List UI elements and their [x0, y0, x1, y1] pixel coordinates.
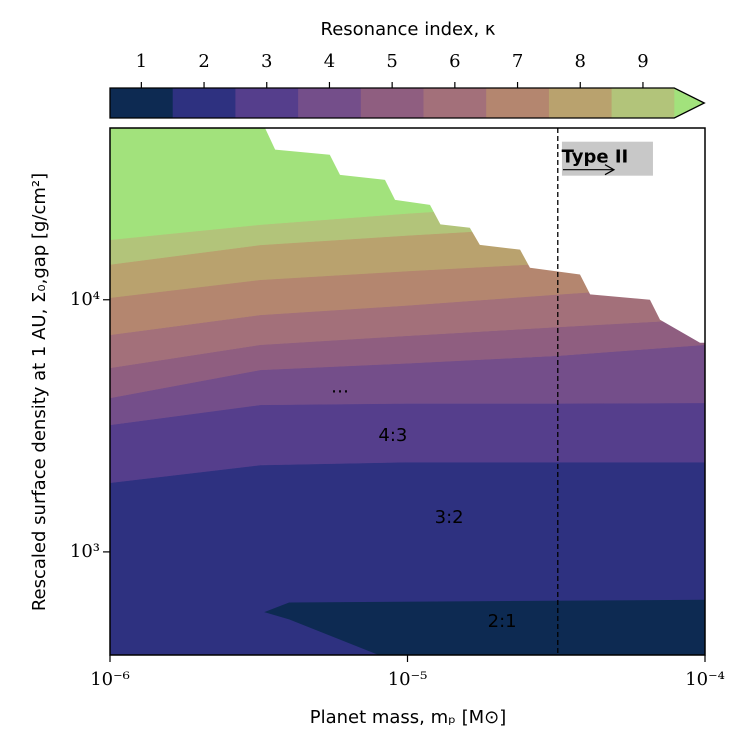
annotation: 4:3 [378, 425, 407, 446]
overlay: Type II … 4:3 3:2 2:1 [109, 127, 706, 656]
x-tick-label: 10⁻⁶ [90, 669, 130, 690]
colorbar-tick-label: 8 [575, 51, 586, 72]
empty-region [265, 128, 705, 343]
colorbar-segment [611, 88, 675, 118]
colorbar-tick-label: 3 [261, 51, 272, 72]
colorbar-tick-label: 6 [449, 51, 460, 72]
colorbar-segment [360, 88, 424, 118]
kappa1-region [264, 599, 705, 655]
x-axis-label: Planet mass, mₚ [M⊙] [310, 707, 507, 728]
colorbar-label: Resonance index, κ [321, 19, 496, 40]
colorbar-tick-label: 7 [512, 51, 523, 72]
colorbar-segment [423, 88, 487, 118]
colorbar-tick-label: 2 [198, 51, 209, 72]
plot-area [110, 128, 705, 655]
y-axis-label: Rescaled surface density at 1 AU, Σ₀,gap… [29, 173, 50, 611]
annotation: … [331, 377, 349, 398]
annotation: 3:2 [435, 507, 464, 528]
x-tick-label: 10⁻⁴ [685, 669, 725, 690]
colorbar-segment [110, 88, 174, 118]
y-tick-label: 10⁴ [70, 289, 100, 310]
type-ii-arrowhead [604, 164, 616, 176]
type-ii-label: Type II [562, 147, 629, 168]
colorbar-extension [674, 88, 705, 118]
colorbar-tick-label: 4 [324, 51, 335, 72]
colorbar-tick-label: 1 [136, 51, 147, 72]
colorbar-segment [298, 88, 362, 118]
colorbar-segment [235, 88, 299, 118]
x-tick-label: 10⁻⁵ [388, 669, 428, 690]
y-tick-label: 10³ [70, 541, 100, 562]
colorbar-segment [172, 88, 236, 118]
annotation: 2:1 [488, 611, 517, 632]
colorbar-tick-label: 9 [637, 51, 648, 72]
colorbar-tick-label: 5 [386, 51, 397, 72]
colorbar-segment [486, 88, 550, 118]
colorbar-segment [548, 88, 613, 118]
